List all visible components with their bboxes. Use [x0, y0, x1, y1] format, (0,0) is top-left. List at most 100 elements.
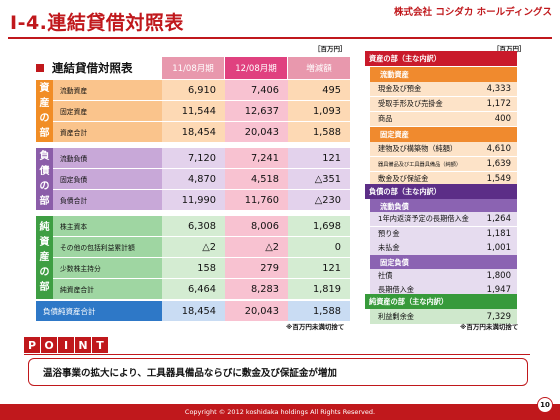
table-row: 流動資産 6,910 7,406 495 — [53, 80, 350, 100]
item-name: 利益剰余金 — [378, 311, 414, 321]
table-heading-text: 連結貸借対照表 — [52, 61, 133, 75]
cell-prev: 158 — [162, 258, 225, 278]
list-item: 商品 400 — [370, 112, 517, 127]
cell-current: 12,637 — [225, 101, 288, 121]
row-label: 株主資本 — [53, 216, 162, 236]
table-row: 固定資産 11,544 12,637 1,093 — [53, 101, 350, 121]
header-divider — [8, 37, 552, 39]
page-number: 10 — [537, 397, 553, 413]
row-label: 固定負債 — [53, 169, 162, 189]
table-row: 負債合計 11,990 11,760 △230 — [53, 190, 350, 210]
list-item: 現金及び預金 4,333 — [370, 82, 517, 97]
point-letter: T — [92, 337, 108, 353]
detail-subheading-fixed-assets: 固定資産 — [370, 127, 517, 142]
cell-current: 7,406 — [225, 80, 288, 100]
cell-current: 20,043 — [225, 301, 288, 321]
item-value: 4,610 — [486, 144, 511, 154]
row-label: 流動資産 — [53, 80, 162, 100]
page-title: Ⅰ-4.連結貸借対照表 — [10, 12, 184, 34]
cell-current: 8,006 — [225, 216, 288, 236]
item-name: 器具備品及び工具器具備品（純額） — [378, 161, 462, 168]
cell-change: △351 — [288, 169, 350, 189]
detail-heading-liabilities: 負債の部（主な内訳） — [365, 184, 517, 199]
table-row: 純資産合計 6,464 8,283 1,819 — [53, 279, 350, 299]
list-item: 器具備品及び工具器具備品（純額） 1,639 — [370, 157, 517, 172]
cell-prev: 18,454 — [162, 301, 225, 321]
item-name: 預り金 — [378, 229, 400, 238]
list-item: 利益剰余金 7,329 — [370, 309, 517, 324]
point-letter: I — [58, 337, 74, 353]
row-label: その他の包括利益累計額 — [53, 237, 162, 257]
cell-current: 4,518 — [225, 169, 288, 189]
cell-change: 1,093 — [288, 101, 350, 121]
item-value: 400 — [494, 114, 511, 124]
table-row-total: 負債純資産合計 18,454 20,043 1,588 — [36, 301, 350, 321]
row-label: 少数株主持分 — [53, 258, 162, 278]
rounding-note: ※百万円未満切捨て — [286, 323, 345, 331]
row-label: 負債純資産合計 — [36, 301, 162, 321]
cell-current: 20,043 — [225, 122, 288, 142]
item-value: 1,181 — [486, 229, 511, 239]
point-divider — [24, 354, 530, 355]
list-item: 受取手形及び売掛金 1,172 — [370, 97, 517, 112]
cell-change: 1,588 — [288, 122, 350, 142]
company-name: 株式会社 コシダカ ホールディングス — [394, 7, 552, 18]
item-value: 1,264 — [486, 214, 511, 224]
cell-prev: 11,544 — [162, 101, 225, 121]
cell-change: 1,698 — [288, 216, 350, 236]
item-value: 7,329 — [486, 311, 511, 322]
table-row: 少数株主持分 158 279 121 — [53, 258, 350, 278]
cell-change: 0 — [288, 237, 350, 257]
item-name: 長期借入金 — [378, 285, 414, 294]
table-row: 資産合計 18,454 20,043 1,588 — [53, 122, 350, 142]
cell-prev: 18,454 — [162, 122, 225, 142]
cell-current: △2 — [225, 237, 288, 257]
detail-subheading-current-assets: 流動資産 — [370, 67, 517, 82]
item-value: 1,172 — [486, 99, 511, 109]
bullet-square-icon — [36, 64, 44, 72]
item-value: 4,333 — [486, 84, 511, 94]
item-name: 社債 — [378, 271, 393, 280]
cell-prev: 6,308 — [162, 216, 225, 236]
item-name: 1年内返済予定の長期借入金 — [378, 214, 469, 223]
table-row: その他の包括利益累計額 △2 △2 0 — [53, 237, 350, 257]
section-label-net-assets: 純資産の部 — [36, 216, 53, 299]
cell-change: 121 — [288, 258, 350, 278]
item-name: 建物及び構築物（純額） — [378, 144, 458, 153]
detail-subheading-fixed-liab: 固定負債 — [370, 255, 517, 270]
cell-prev: 7,120 — [162, 148, 225, 168]
item-name: 現金及び預金 — [378, 84, 422, 93]
unit-label-left: ［百万円］ — [314, 45, 347, 53]
cell-prev: △2 — [162, 237, 225, 257]
table-row: 流動負債 7,120 7,241 121 — [53, 148, 350, 168]
section-label-liabilities: 負債の部 — [36, 148, 53, 210]
table-row: 固定負債 4,870 4,518 △351 — [53, 169, 350, 189]
detail-heading-assets: 資産の部（主な内訳） — [365, 51, 517, 66]
table-heading: 連結貸借対照表 — [36, 57, 162, 79]
point-message: 温浴事業の拡大により、工具器具備品ならびに敷金及び保証金が増加 — [28, 358, 528, 386]
row-label: 資産合計 — [53, 122, 162, 142]
point-letter: P — [24, 337, 40, 353]
item-value: 1,947 — [486, 285, 511, 295]
footer-bar: Copyright © 2012 koshidaka holdings All … — [0, 404, 560, 420]
list-item: 社債 1,800 — [370, 269, 517, 284]
cell-change: 1,819 — [288, 279, 350, 299]
cell-current: 11,760 — [225, 190, 288, 210]
item-name: 敷金及び保証金 — [378, 174, 429, 183]
cell-prev: 6,464 — [162, 279, 225, 299]
cell-prev: 4,870 — [162, 169, 225, 189]
copyright-text: Copyright © 2012 koshidaka holdings All … — [184, 408, 376, 416]
cell-prev: 6,910 — [162, 80, 225, 100]
item-value: 1,639 — [486, 159, 511, 169]
row-label: 負債合計 — [53, 190, 162, 210]
list-item: 未払金 1,001 — [370, 241, 517, 256]
item-value: 1,001 — [486, 243, 511, 253]
cell-current: 7,241 — [225, 148, 288, 168]
list-item: 1年内返済予定の長期借入金 1,264 — [370, 212, 517, 227]
row-label: 流動負債 — [53, 148, 162, 168]
section-label-assets: 資産の部 — [36, 80, 53, 142]
item-name: 商品 — [378, 114, 393, 123]
cell-current: 279 — [225, 258, 288, 278]
list-item: 預り金 1,181 — [370, 227, 517, 242]
detail-subheading-current-liab: 流動負債 — [370, 199, 517, 214]
